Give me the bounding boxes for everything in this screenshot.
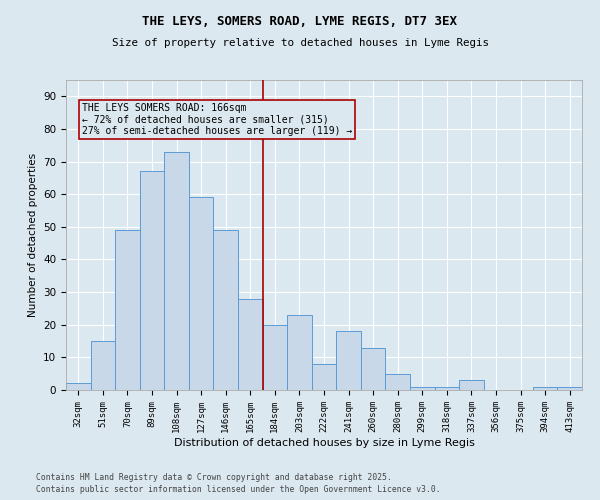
Text: THE LEYS, SOMERS ROAD, LYME REGIS, DT7 3EX: THE LEYS, SOMERS ROAD, LYME REGIS, DT7 3… [143, 15, 458, 28]
Text: THE LEYS SOMERS ROAD: 166sqm
← 72% of detached houses are smaller (315)
27% of s: THE LEYS SOMERS ROAD: 166sqm ← 72% of de… [82, 103, 352, 136]
Bar [361, 348, 385, 390]
Bar [140, 172, 164, 390]
Bar [336, 332, 361, 390]
X-axis label: Distribution of detached houses by size in Lyme Regis: Distribution of detached houses by size … [173, 438, 475, 448]
Bar [263, 324, 287, 390]
Bar [91, 341, 115, 390]
Bar [434, 386, 459, 390]
Bar [214, 230, 238, 390]
Bar [164, 152, 189, 390]
Bar [410, 386, 434, 390]
Text: Contains HM Land Registry data © Crown copyright and database right 2025.: Contains HM Land Registry data © Crown c… [36, 474, 392, 482]
Bar [287, 315, 312, 390]
Text: Contains public sector information licensed under the Open Government Licence v3: Contains public sector information licen… [36, 485, 440, 494]
Bar [459, 380, 484, 390]
Bar [66, 384, 91, 390]
Bar [557, 386, 582, 390]
Bar [533, 386, 557, 390]
Bar [312, 364, 336, 390]
Y-axis label: Number of detached properties: Number of detached properties [28, 153, 38, 317]
Text: Size of property relative to detached houses in Lyme Regis: Size of property relative to detached ho… [112, 38, 488, 48]
Bar [238, 298, 263, 390]
Bar [385, 374, 410, 390]
Bar [189, 198, 214, 390]
Bar [115, 230, 140, 390]
